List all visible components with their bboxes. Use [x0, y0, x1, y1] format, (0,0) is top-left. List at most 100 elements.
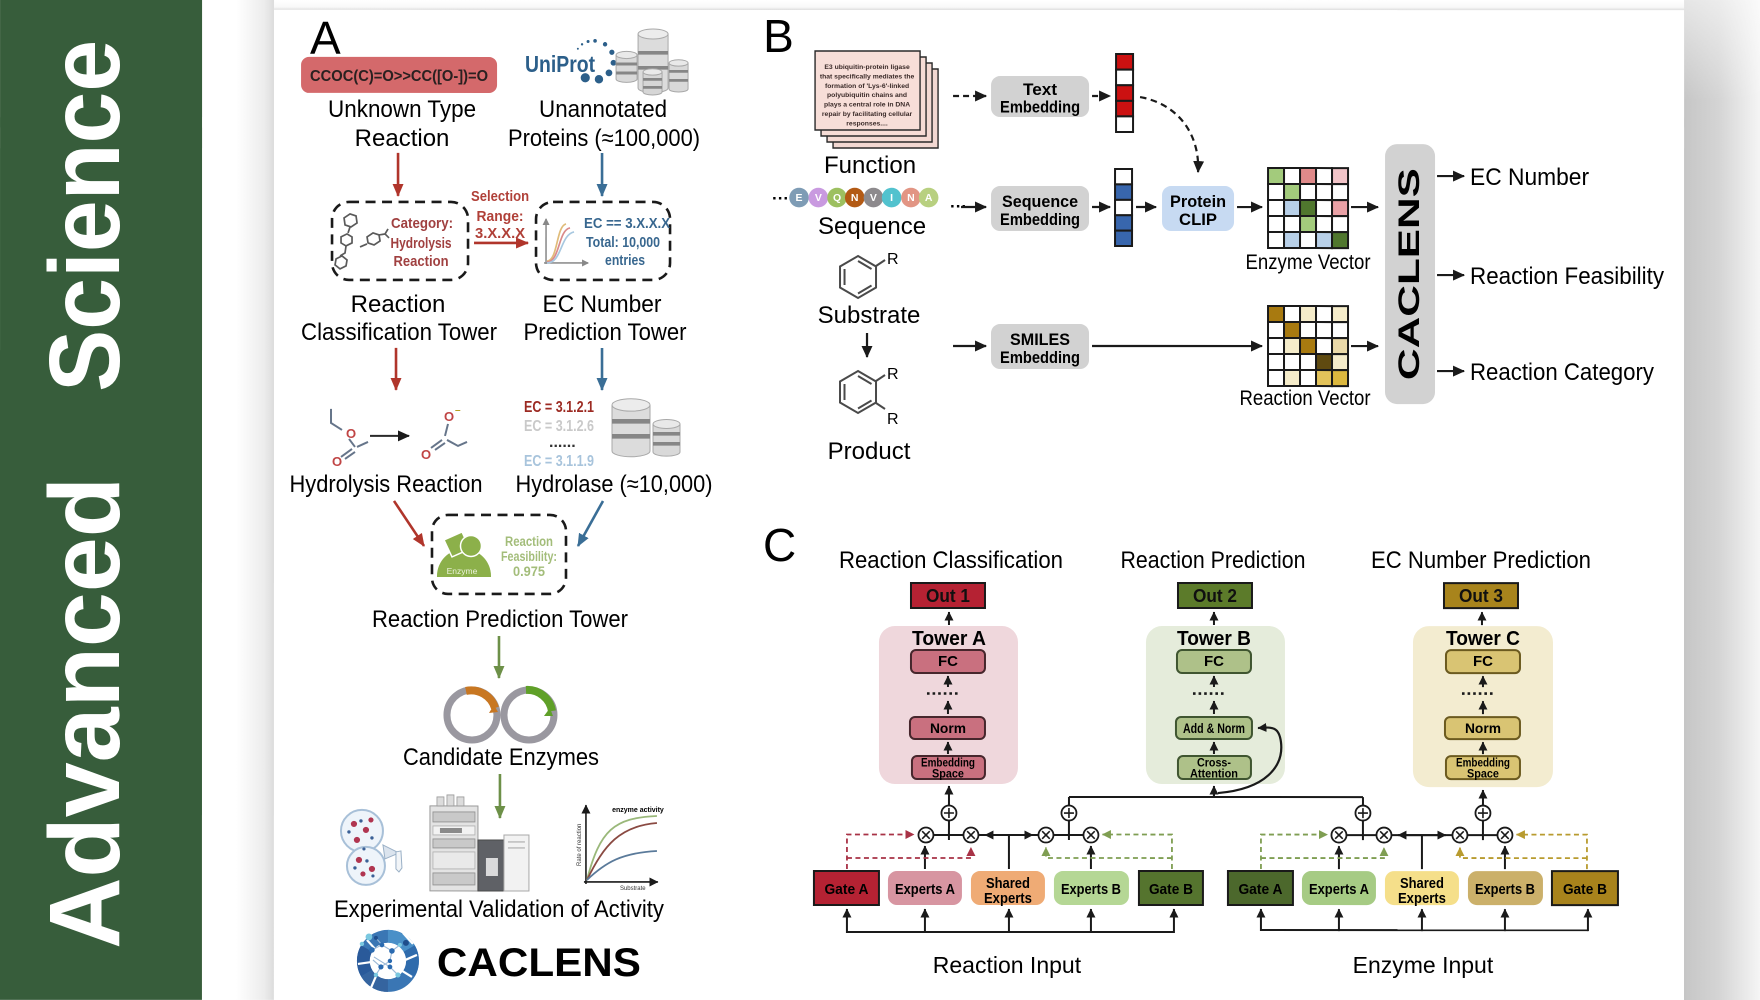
- svg-text:V: V: [870, 192, 877, 204]
- svg-text:EC == 3.X.X.X: EC == 3.X.X.X: [584, 216, 670, 232]
- svg-text:Sequence: Sequence: [818, 213, 926, 240]
- svg-text:Gate B: Gate B: [1149, 881, 1193, 898]
- svg-text:E3 ubiquitin-protein ligase: E3 ubiquitin-protein ligase: [824, 64, 910, 71]
- svg-text:Category:: Category:: [391, 215, 453, 232]
- svg-text:entries: entries: [605, 253, 645, 269]
- svg-text:Norm: Norm: [1465, 721, 1501, 736]
- svg-text:Space: Space: [1467, 767, 1499, 781]
- svg-text:formation of 'Lys-6'-linked: formation of 'Lys-6'-linked: [825, 83, 909, 90]
- svg-text:Embedding: Embedding: [1456, 756, 1510, 770]
- svg-text:plays a central role in DNA: plays a central role in DNA: [824, 102, 910, 109]
- svg-text:Experts: Experts: [1398, 890, 1446, 907]
- svg-text:Cross-: Cross-: [1197, 756, 1231, 770]
- svg-text:Out 1: Out 1: [926, 586, 970, 606]
- svg-text:Embedding: Embedding: [1000, 98, 1080, 117]
- svg-text:Embedding: Embedding: [921, 756, 975, 770]
- svg-text:Reaction Feasibility: Reaction Feasibility: [1470, 263, 1664, 290]
- svg-text:Shared: Shared: [1400, 875, 1444, 892]
- svg-text:repair by facilitating cellula: repair by facilitating cellular: [822, 111, 913, 118]
- svg-text:Experts: Experts: [984, 890, 1032, 907]
- svg-text:O: O: [332, 454, 342, 469]
- svg-text:EC = 3.1.2.6: EC = 3.1.2.6: [524, 418, 594, 435]
- svg-text:Embedding: Embedding: [1000, 348, 1080, 367]
- svg-text:Sequence: Sequence: [1002, 192, 1078, 211]
- svg-text:Reaction Prediction: Reaction Prediction: [1120, 547, 1305, 574]
- svg-text:Experts A: Experts A: [895, 881, 955, 898]
- svg-text:Unknown Type: Unknown Type: [328, 96, 476, 123]
- svg-text:N: N: [851, 192, 859, 204]
- svg-text:Reaction Vector: Reaction Vector: [1240, 387, 1371, 410]
- svg-text:A: A: [310, 12, 341, 64]
- svg-text:UniProt: UniProt: [525, 51, 595, 77]
- svg-text:Shared: Shared: [986, 875, 1030, 892]
- svg-text:R: R: [887, 366, 899, 383]
- svg-text:Experts B: Experts B: [1475, 881, 1535, 898]
- svg-text:O: O: [444, 409, 454, 424]
- svg-text:3.X.X.X: 3.X.X.X: [475, 226, 525, 242]
- svg-text:···: ···: [772, 189, 789, 208]
- svg-text:Attention: Attention: [1190, 767, 1238, 781]
- svg-text:FC: FC: [1473, 653, 1493, 670]
- svg-text:Text: Text: [1023, 80, 1057, 99]
- svg-text:Substrate: Substrate: [818, 302, 921, 329]
- svg-text:Unannotated: Unannotated: [539, 96, 667, 123]
- svg-text:N: N: [907, 192, 915, 204]
- svg-text:Gate A: Gate A: [824, 881, 868, 898]
- svg-text:CLIP: CLIP: [1179, 210, 1217, 229]
- svg-text:EC = 3.1.1.9: EC = 3.1.1.9: [524, 453, 594, 470]
- svg-text:Hydrolase (≈10,000): Hydrolase (≈10,000): [516, 471, 713, 498]
- svg-text:FC: FC: [938, 653, 958, 670]
- svg-text:Science: Science: [29, 40, 141, 392]
- svg-text:–: –: [455, 405, 461, 416]
- svg-text:Norm: Norm: [930, 721, 966, 736]
- svg-text:Add & Norm: Add & Norm: [1183, 721, 1245, 736]
- svg-text:Selection: Selection: [471, 189, 529, 205]
- svg-text:Reaction Prediction Tower: Reaction Prediction Tower: [372, 606, 628, 633]
- svg-text:Classification Tower: Classification Tower: [301, 319, 497, 346]
- svg-text:V: V: [815, 192, 822, 204]
- svg-text:O: O: [421, 447, 431, 462]
- svg-text:CACLENS: CACLENS: [1393, 168, 1426, 380]
- svg-text:R: R: [887, 251, 899, 268]
- svg-text:Reaction: Reaction: [505, 534, 553, 549]
- svg-text:Reaction: Reaction: [394, 253, 449, 270]
- svg-text:Reaction: Reaction: [351, 291, 446, 318]
- svg-text:EC = 3.1.2.1: EC = 3.1.2.1: [524, 399, 594, 416]
- svg-text:Space: Space: [932, 767, 964, 781]
- svg-text:0.975: 0.975: [513, 564, 545, 579]
- svg-text:Reaction Classification: Reaction Classification: [839, 547, 1063, 574]
- svg-text:CCOC(C)=O>>CC([O-])=O: CCOC(C)=O>>CC([O-])=O: [310, 68, 488, 85]
- svg-text:polyubiquitin chains and: polyubiquitin chains and: [827, 92, 907, 99]
- svg-text:EC Number: EC Number: [543, 291, 662, 318]
- svg-text:Out 2: Out 2: [1193, 586, 1237, 606]
- svg-text:Prediction Tower: Prediction Tower: [524, 319, 687, 346]
- svg-text:Gate B: Gate B: [1563, 881, 1607, 898]
- svg-text:Experts B: Experts B: [1061, 881, 1121, 898]
- svg-text:EC Number: EC Number: [1470, 164, 1589, 191]
- svg-text:Total: 10,000: Total: 10,000: [586, 235, 660, 251]
- svg-text:Enzyme: Enzyme: [447, 566, 478, 576]
- svg-text:Proteins (≈100,000): Proteins (≈100,000): [508, 125, 700, 152]
- svg-text:Range:: Range:: [477, 209, 524, 225]
- svg-text:Product: Product: [828, 438, 911, 465]
- svg-text:···: ···: [950, 197, 967, 216]
- svg-text:C: C: [763, 519, 796, 571]
- svg-text:Reaction Input: Reaction Input: [933, 952, 1082, 978]
- svg-text:Tower C: Tower C: [1446, 628, 1520, 650]
- svg-text:FC: FC: [1204, 653, 1224, 670]
- svg-text:Reaction: Reaction: [355, 125, 450, 152]
- svg-text:......: ......: [549, 434, 576, 451]
- svg-text:Tower A: Tower A: [912, 628, 986, 650]
- svg-text:that specifically mediates the: that specifically mediates the: [820, 73, 915, 80]
- svg-text:Experts A: Experts A: [1309, 881, 1369, 898]
- svg-text:Feasibility:: Feasibility:: [501, 549, 557, 564]
- svg-text:responses....: responses....: [846, 120, 888, 127]
- svg-text:Reaction Category: Reaction Category: [1470, 359, 1654, 386]
- svg-text:Substrate: Substrate: [620, 886, 646, 892]
- svg-text:Enzyme Input: Enzyme Input: [1353, 952, 1494, 978]
- svg-text:EC Number Prediction: EC Number Prediction: [1371, 547, 1591, 574]
- svg-text:Candidate Enzymes: Candidate Enzymes: [403, 744, 599, 771]
- svg-text:CACLENS: CACLENS: [437, 941, 641, 985]
- svg-text:E: E: [796, 192, 803, 204]
- svg-text:Hydrolysis Reaction: Hydrolysis Reaction: [290, 471, 483, 498]
